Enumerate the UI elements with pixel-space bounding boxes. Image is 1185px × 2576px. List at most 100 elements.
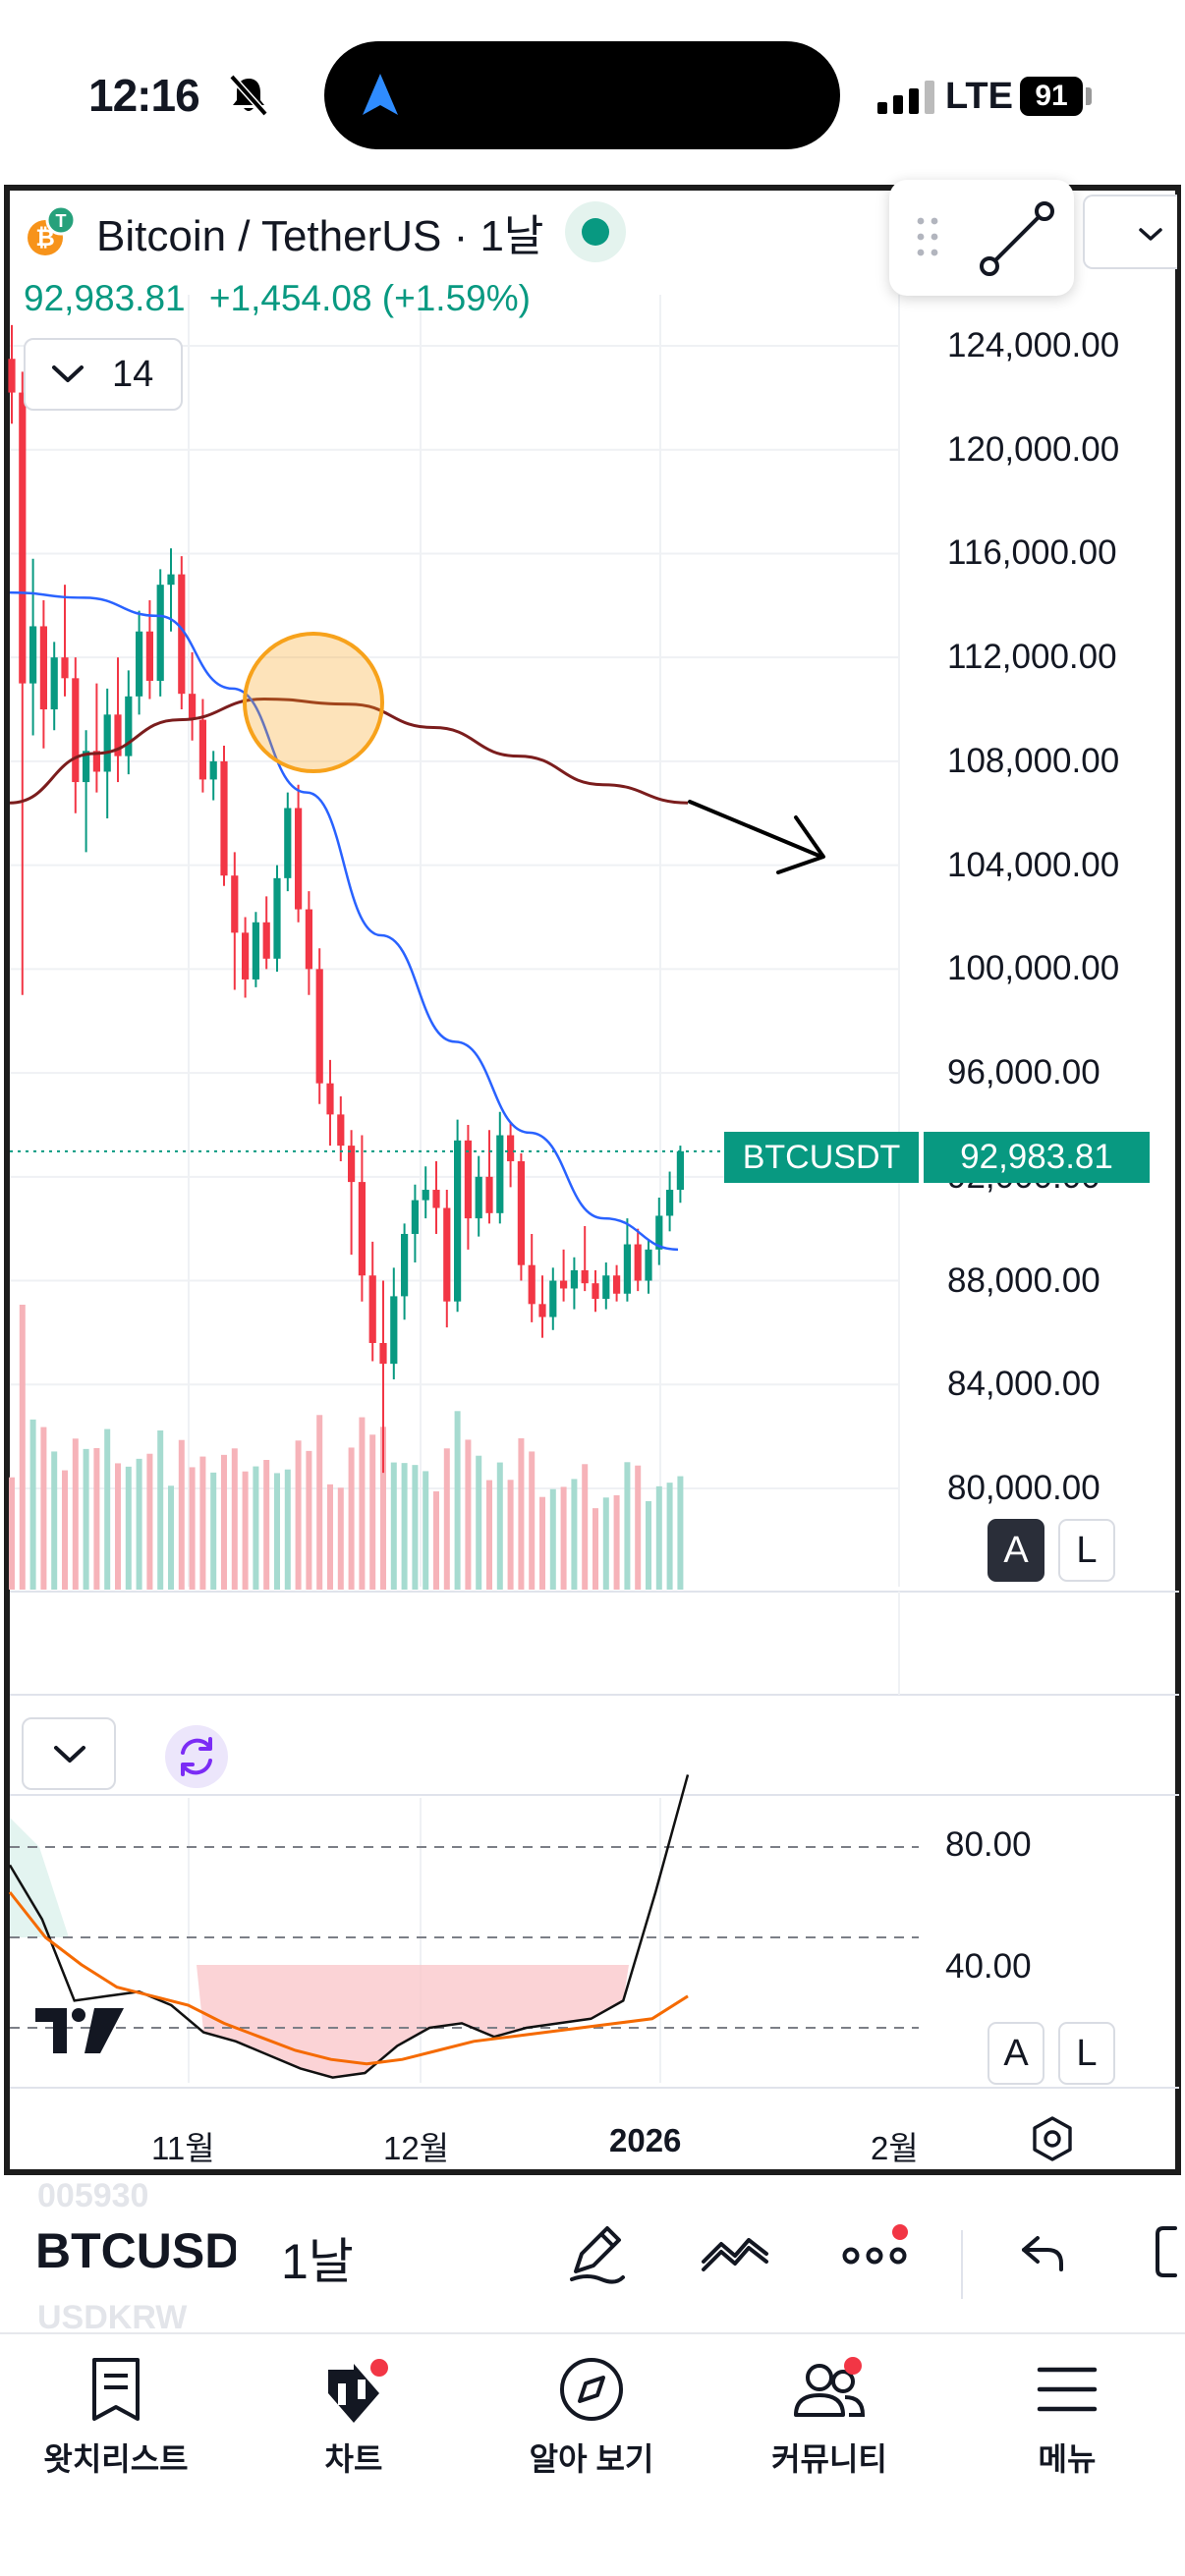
candle-body [337, 1114, 345, 1147]
volume-bar [19, 1305, 26, 1590]
refresh-icon [181, 1737, 212, 1776]
candle-body [454, 1140, 462, 1302]
symbol-legend[interactable]: ₿ T Bitcoin / TetherUS · 1날 [22, 201, 627, 262]
trend-line-icon[interactable] [978, 199, 1056, 278]
candle-body [602, 1275, 610, 1300]
user-drawings[interactable] [243, 632, 825, 874]
community-icon [794, 2357, 866, 2417]
candle-body [39, 626, 47, 710]
volume-bar [253, 1466, 259, 1590]
osc-auto-scale-button[interactable]: A [988, 2022, 1044, 2085]
candle-body [613, 1275, 621, 1294]
log-scale-button[interactable]: L [1058, 1519, 1115, 1582]
candle-body [379, 1342, 387, 1365]
candle-body [114, 714, 122, 756]
auto-scale-button[interactable]: A [988, 1519, 1044, 1582]
bottom-navigation [0, 2332, 1185, 2576]
volume-bar [157, 1430, 164, 1590]
candle-body [411, 1200, 419, 1234]
volume-bar [677, 1476, 684, 1590]
fullscreen-icon[interactable] [1150, 2216, 1185, 2287]
nav-chart-label: 차트 [324, 2441, 383, 2477]
volume-bars [9, 1305, 684, 1590]
candle-body [645, 1249, 652, 1281]
undo-icon[interactable] [1010, 2216, 1073, 2287]
price-axis-label: 108,000.00 [947, 741, 1120, 780]
drawing-tool-floating[interactable] [889, 180, 1074, 296]
candle-body [231, 875, 239, 933]
toolbar-interval-button[interactable]: 1날 [281, 2234, 354, 2289]
volume-bar [29, 1419, 36, 1590]
volume-bar [104, 1428, 111, 1590]
candlestick-series [8, 324, 722, 1474]
volume-bar [83, 1448, 89, 1590]
candle-body [592, 1283, 599, 1300]
volume-bar [390, 1462, 397, 1590]
refresh-button[interactable] [165, 1725, 228, 1788]
candle-body [50, 657, 58, 710]
volume-bar [274, 1473, 280, 1590]
volume-bar [168, 1485, 174, 1590]
candle-body [178, 574, 186, 695]
nav-chart[interactable]: 차트 [246, 2342, 462, 2499]
svg-text:₿: ₿ [35, 225, 55, 252]
nav-explore[interactable]: 알아 보기 [483, 2342, 700, 2499]
candle-body [623, 1244, 631, 1294]
oscillator-signal-line [8, 1891, 689, 2066]
chevron-down-icon [54, 1746, 85, 1763]
candle-body [156, 585, 164, 681]
candle-body [443, 1207, 451, 1302]
interval-dropdown[interactable] [1083, 195, 1177, 269]
chart-settings-icon[interactable] [1028, 2114, 1077, 2163]
volume-bar [476, 1455, 482, 1590]
volume-bar [51, 1451, 58, 1590]
highlight-circle-drawing [243, 632, 384, 773]
volume-bar [465, 1439, 472, 1590]
candle-body [315, 969, 323, 1084]
volume-bar [9, 1477, 15, 1590]
chart-canvas[interactable] [0, 0, 1185, 2175]
price-change: +1,454.08 (+1.59%) [208, 278, 531, 318]
candle-body [19, 392, 27, 684]
toolbar-divider [961, 2230, 963, 2299]
volume-bar [348, 1447, 355, 1590]
oscillator-main-line [8, 1774, 690, 2079]
nav-community[interactable]: 커뮤니티 [721, 2342, 937, 2499]
volume-bar [316, 1415, 323, 1590]
osc-log-scale-button[interactable]: L [1058, 2022, 1115, 2085]
volume-bar [242, 1471, 249, 1590]
indicator-legend-toggle[interactable]: 14 [24, 338, 183, 411]
volume-bar [454, 1411, 461, 1590]
price-axis-label: 112,000.00 [947, 638, 1117, 677]
drag-handle-icon[interactable] [909, 209, 948, 268]
volume-bar [146, 1453, 153, 1590]
price-axis-label: 120,000.00 [947, 429, 1120, 469]
nav-menu[interactable]: 메뉴 [959, 2342, 1175, 2499]
volume-bar [93, 1448, 100, 1590]
candle-body [358, 1182, 366, 1276]
pen-draw-icon[interactable] [562, 2216, 633, 2287]
nav-community-label: 커뮤니티 [771, 2441, 887, 2477]
candle-body [401, 1233, 409, 1297]
indicators-icon[interactable] [698, 2216, 772, 2287]
svg-text:T: T [56, 211, 67, 231]
volume-bar [40, 1427, 47, 1590]
nav-watchlist[interactable]: 왓치리스트 [8, 2342, 224, 2499]
chart-toolbar [0, 2175, 1185, 2332]
toolbar-symbol-button[interactable]: BTCUSDT [35, 2223, 236, 2278]
watchlist-icon [92, 2358, 140, 2421]
oscillator-legend-toggle[interactable] [22, 1717, 116, 1790]
candle-body [242, 932, 250, 980]
candle-body [655, 1215, 663, 1250]
candle-body [8, 359, 16, 393]
volume-bar [178, 1439, 185, 1590]
volume-bar [518, 1438, 525, 1590]
candle-body [422, 1190, 429, 1201]
candle-body [485, 1176, 493, 1213]
market-open-indicator [565, 201, 627, 262]
volume-bar [571, 1479, 578, 1590]
volume-bar [549, 1488, 556, 1590]
more-options-icon[interactable] [837, 2216, 916, 2287]
tradingview-logo-icon [35, 2008, 124, 2053]
volume-bar [125, 1466, 132, 1590]
